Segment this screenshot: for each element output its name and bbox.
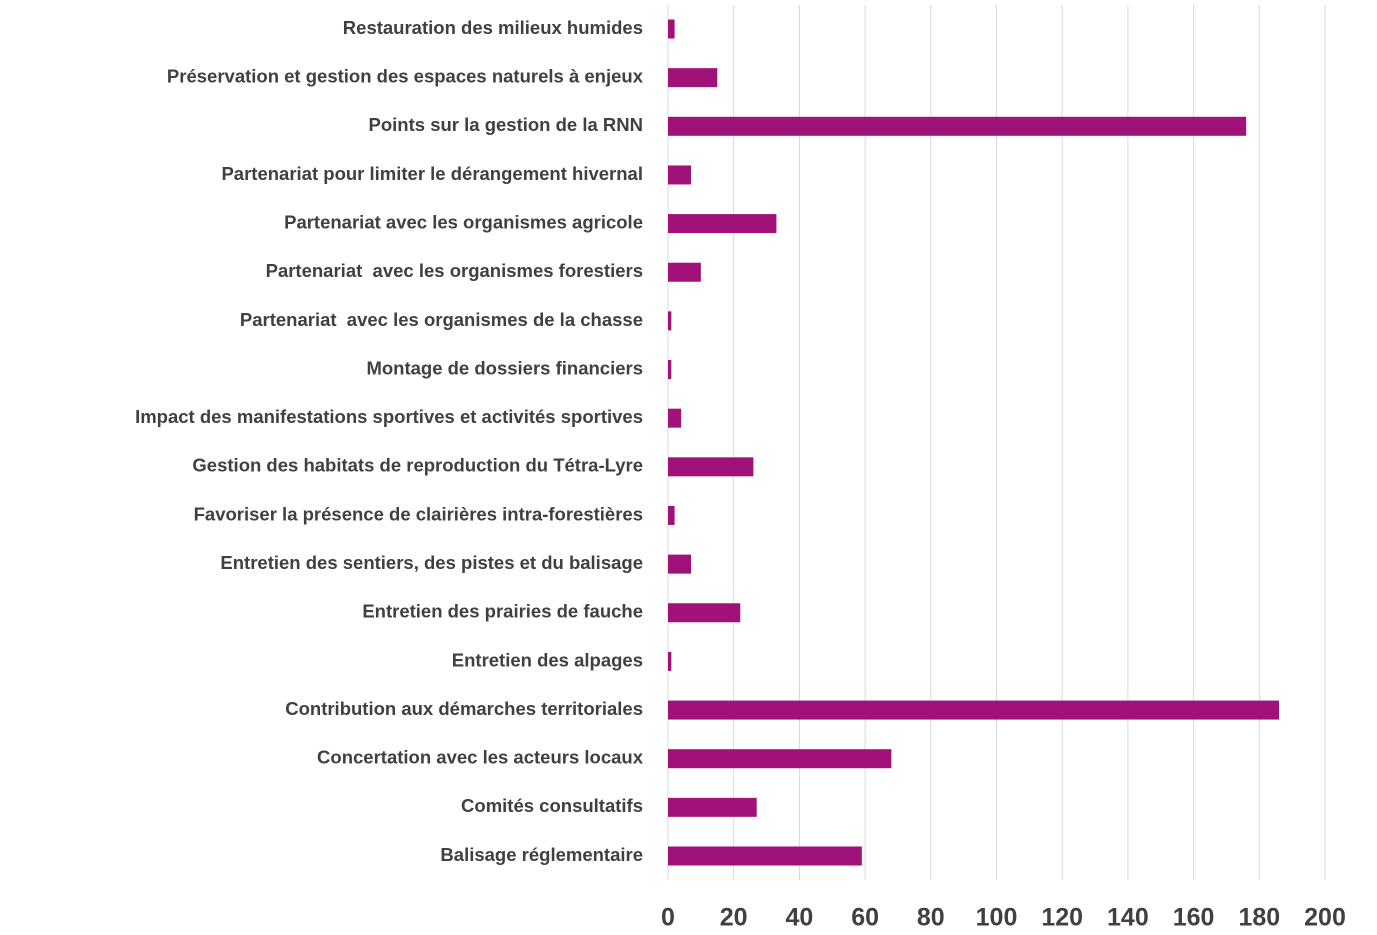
x-tick-label: 160: [1173, 904, 1215, 932]
bar: [668, 360, 672, 380]
category-label: Balisage réglementaire: [440, 844, 643, 865]
bar: [668, 846, 862, 866]
x-tick-label: 180: [1238, 904, 1280, 932]
bar: [668, 505, 675, 525]
category-label: Entretien des alpages: [452, 649, 643, 670]
x-tick-label: 120: [1041, 904, 1083, 932]
category-label: Partenariat avec les organismes de la ch…: [240, 309, 643, 330]
category-label: Contribution aux démarches territoriales: [285, 698, 643, 719]
x-tick-label: 80: [917, 904, 945, 932]
bar: [668, 749, 892, 769]
category-label: Montage de dossiers financiers: [366, 357, 643, 378]
bar: [668, 408, 682, 428]
bar: [668, 554, 691, 574]
category-label: Entretien des prairies de fauche: [362, 601, 643, 622]
bar: [668, 700, 1280, 720]
category-label: Partenariat avec les organismes forestie…: [266, 260, 643, 281]
x-tick-label: 140: [1107, 904, 1149, 932]
x-tick-label: 60: [851, 904, 879, 932]
bar: [668, 311, 672, 331]
category-label: Entretien des sentiers, des pistes et du…: [220, 552, 643, 573]
x-tick-label: 100: [976, 904, 1018, 932]
bar: [668, 116, 1247, 136]
bar: [668, 165, 691, 185]
x-tick-label: 0: [661, 904, 675, 932]
x-tick-label: 200: [1304, 904, 1346, 932]
bar: [668, 797, 757, 817]
bar: [668, 262, 701, 282]
bar: [668, 214, 777, 234]
bar: [668, 19, 675, 39]
x-tick-label: 20: [720, 904, 748, 932]
category-label: Partenariat avec les organismes agricole: [284, 211, 643, 232]
category-label: Impact des manifestations sportives et a…: [135, 406, 643, 427]
category-label: Gestion des habitats de reproduction du …: [192, 455, 643, 476]
category-label: Comités consultatifs: [461, 795, 643, 816]
category-label: Préservation et gestion des espaces natu…: [167, 66, 644, 87]
category-label: Restauration des milieux humides: [343, 17, 643, 38]
category-label: Points sur la gestion de la RNN: [369, 114, 643, 135]
bar: [668, 651, 672, 671]
bar: [668, 457, 754, 477]
bar: [668, 68, 718, 88]
category-label: Favoriser la présence de clairières intr…: [194, 503, 643, 524]
category-label: Concertation avec les acteurs locaux: [317, 747, 644, 768]
x-tick-label: 40: [785, 904, 813, 932]
bar: [668, 603, 741, 623]
category-label: Partenariat pour limiter le dérangement …: [221, 163, 643, 184]
